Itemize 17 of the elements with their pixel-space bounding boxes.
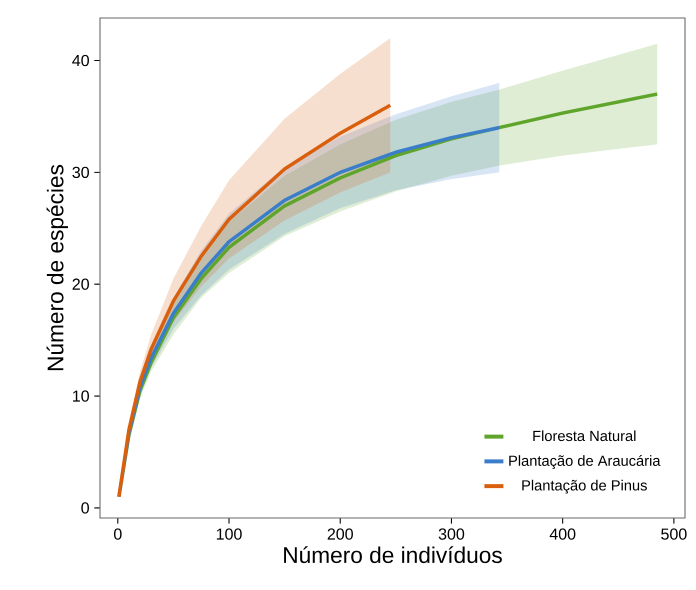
x-tick-label: 0 (114, 528, 122, 540)
x-tick-label: 200 (328, 528, 353, 540)
y-tick-label: 0 (81, 502, 89, 514)
legend-label: Plantação de Araucária (509, 454, 660, 469)
legend-label: Plantação de Pinus (522, 480, 647, 494)
y-tick-label: 20 (72, 278, 89, 290)
y-tick-label: 30 (72, 166, 89, 178)
y-axis-title: Número de espécies (46, 164, 68, 370)
legend-label: Floresta Natural (533, 430, 636, 442)
x-tick-label: 300 (438, 528, 464, 540)
y-tick-label: 40 (72, 54, 89, 66)
line-series (117, 104, 392, 498)
x-tick-label: 500 (661, 528, 687, 540)
x-tick-label: 400 (550, 528, 576, 540)
x-axis-title: Número de indivíduos (284, 546, 502, 564)
y-tick-label: 10 (73, 390, 89, 402)
x-tick-label: 100 (216, 528, 242, 540)
